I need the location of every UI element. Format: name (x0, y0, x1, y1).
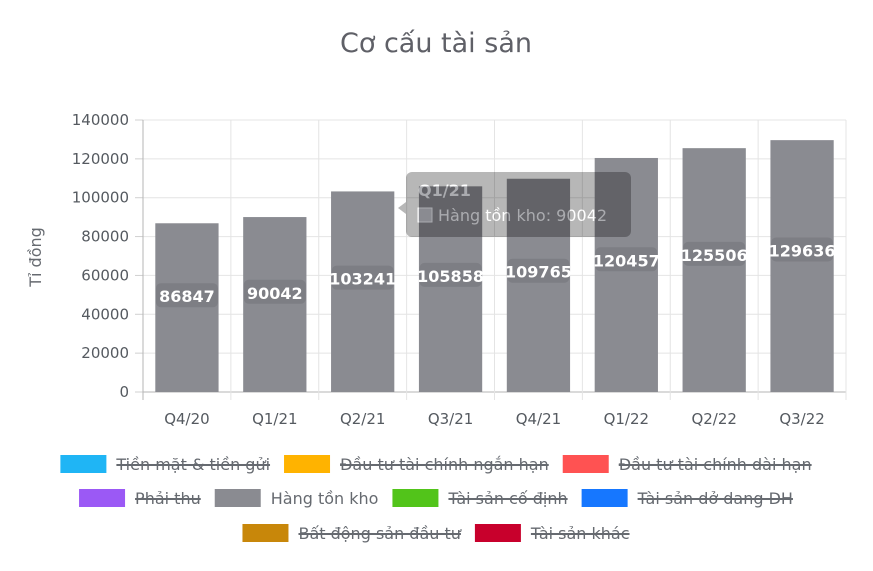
bar[interactable] (682, 148, 746, 392)
x-tick-label: Q4/20 (164, 410, 210, 428)
data-label: 125506 (681, 246, 748, 265)
data-label: 129636 (769, 241, 836, 260)
tooltip-title: Q1/21 (418, 181, 471, 200)
x-tick-label: Q3/21 (428, 410, 474, 428)
legend-item[interactable]: Bất động sản đầu tư (242, 524, 462, 543)
x-tick-label: Q2/21 (340, 410, 386, 428)
bar[interactable] (155, 223, 219, 392)
tooltip-bg (406, 172, 631, 237)
legend-item[interactable]: Phải thu (79, 489, 201, 508)
legend-item[interactable]: Tài sản dở dang DH (581, 489, 793, 508)
data-label-bg (683, 241, 746, 266)
y-tick-label: 140000 (72, 111, 129, 129)
y-tick-label: 60000 (81, 266, 129, 284)
legend-swatch (214, 489, 261, 507)
axis-ticks: 0 20000 40000 60000 80000 100000 120000 140000 Q… (72, 111, 825, 428)
legend-item[interactable]: Tài sản khác (474, 524, 630, 543)
y-axis-label: Tỉ đồng (26, 227, 45, 288)
y-tick-label: 0 (119, 383, 129, 401)
legend-swatch (284, 455, 331, 473)
legend-item[interactable]: Đầu tư tài chính dài hạn (562, 455, 812, 474)
bar[interactable] (331, 191, 395, 392)
x-tick-label: Q1/22 (604, 410, 650, 428)
chart-title: Cơ cấu tài sản (340, 28, 532, 59)
data-label-bg (155, 283, 218, 308)
data-label-bg (331, 265, 394, 290)
x-tick-label: Q1/21 (252, 410, 298, 428)
legend-item[interactable]: Hàng tồn kho (214, 489, 379, 508)
bar[interactable] (418, 186, 483, 392)
legend-swatch (562, 455, 609, 473)
data-label: 105858 (417, 267, 484, 286)
legend-swatch (79, 489, 126, 507)
tooltip-line: Hàng tồn kho: 90042 (438, 206, 607, 225)
data-label-bg (595, 247, 658, 272)
y-tick-label: 80000 (81, 228, 129, 246)
bar[interactable] (243, 217, 307, 392)
x-tick-label: Q2/22 (691, 410, 737, 428)
data-label: 103241 (329, 270, 396, 289)
legend[interactable]: Tiền mặt & tiền gửi Đầu tư tài chính ngắn… (60, 455, 812, 543)
data-label: 109765 (505, 263, 572, 282)
legend-item[interactable]: Đầu tư tài chính ngắn hạn (284, 455, 549, 474)
bar[interactable] (770, 140, 834, 392)
y-tick-label: 100000 (72, 189, 129, 207)
bars[interactable] (155, 140, 834, 392)
tooltip-box: Q1/21 Hàng tồn kho: 90042 (398, 172, 631, 237)
y-tick-label: 120000 (72, 150, 129, 168)
legend-swatch (60, 455, 107, 473)
x-tick-label: Q4/21 (516, 410, 562, 428)
bar[interactable] (594, 157, 658, 392)
data-label-bg (507, 258, 570, 283)
legend-label: Hàng tồn kho (271, 489, 379, 508)
data-label-bg (243, 279, 306, 304)
y-tick-label: 20000 (81, 344, 129, 362)
data-label-bg (771, 237, 834, 262)
data-label: 86847 (159, 287, 215, 306)
legend-swatch (581, 489, 628, 507)
bar[interactable] (506, 178, 571, 392)
data-label: 120457 (593, 251, 660, 270)
tooltip: Q1/21 Hàng tồn kho: 90042 (398, 172, 631, 237)
legend-swatch (474, 524, 521, 542)
legend-swatch (242, 524, 289, 542)
data-labels: 86847 90042 103241 105858 109765 120457 125506… (155, 237, 836, 308)
legend-swatch (392, 489, 439, 507)
tooltip-caret (398, 202, 406, 214)
y-tick-label: 40000 (81, 305, 129, 323)
data-label-bg (419, 262, 482, 287)
tooltip-swatch (417, 207, 433, 223)
data-label: 90042 (247, 284, 303, 303)
legend-item[interactable]: Tiền mặt & tiền gửi (60, 455, 271, 474)
x-tick-label: Q3/22 (779, 410, 825, 428)
legend-item[interactable]: Tài sản cố định (392, 489, 568, 508)
